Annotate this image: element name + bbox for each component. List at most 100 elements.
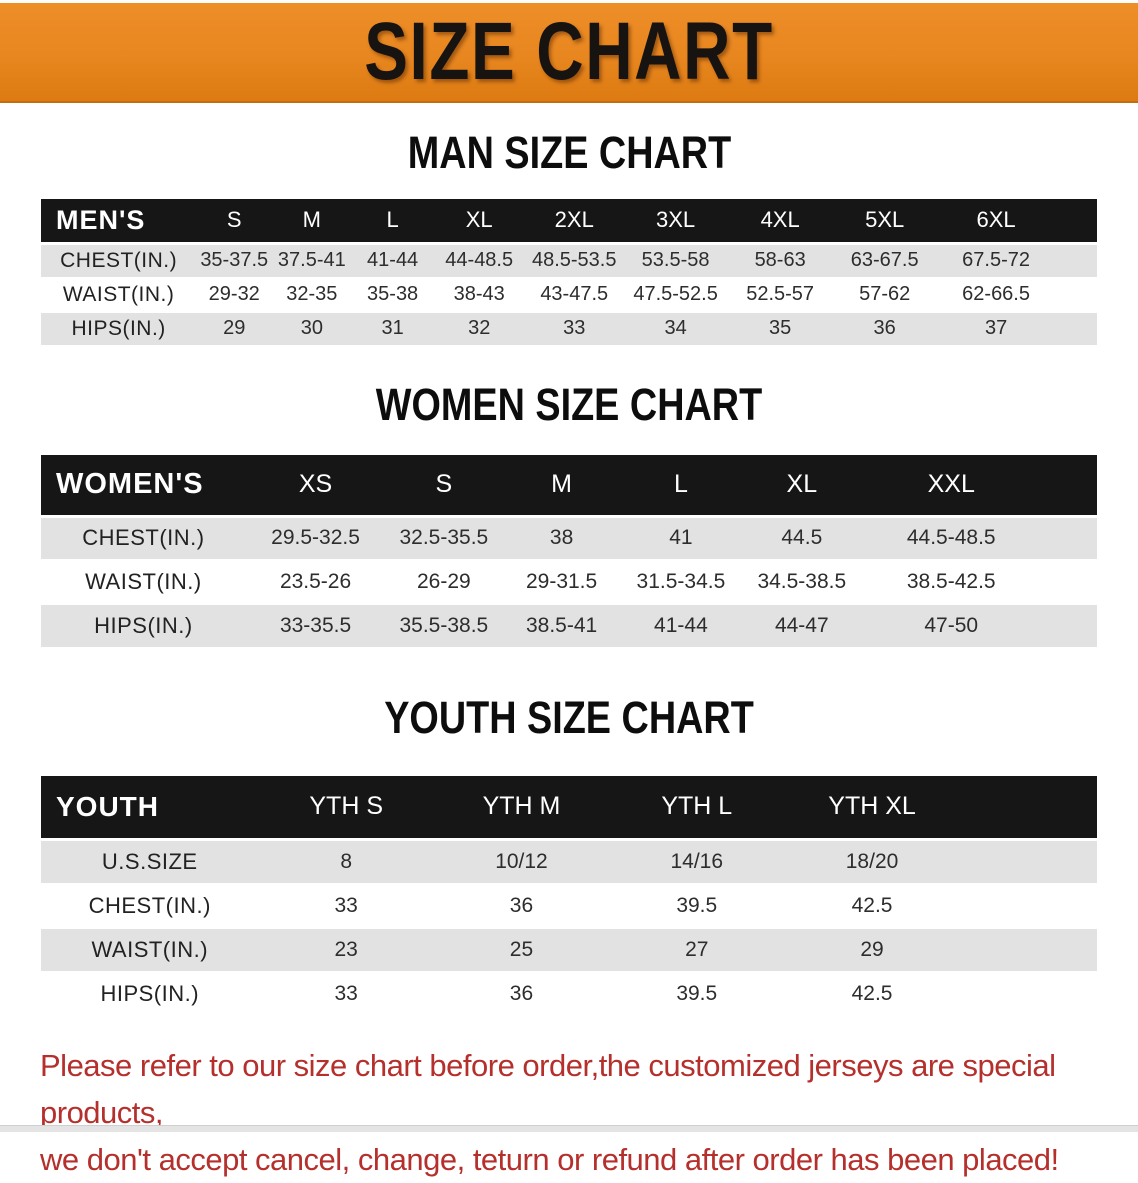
measurement-cell: 35	[727, 311, 833, 347]
measurement-cell: 37	[936, 311, 1056, 347]
measurement-cell: 44.5	[741, 516, 863, 561]
size-column-header: XXL	[862, 455, 1040, 518]
measurement-row: CHEST(IN.) 35-37.5 37.5-41 41-44 44-48.5 48.5…	[41, 243, 1097, 279]
measurement-cell: 27	[609, 927, 785, 973]
banner-title: SIZE CHART	[364, 6, 774, 97]
measurement-row: CHEST(IN.) 33 36 39.5 42.5	[41, 883, 1097, 929]
size-header-row: MEN'S S M L XL 2XL 3XL 4XL 5XL 6XL	[41, 198, 1097, 245]
measurement-cell: 29.5-32.5	[245, 516, 386, 561]
measurement-cell: 10/12	[433, 839, 610, 885]
filler-cell	[959, 971, 1097, 1017]
measurement-cell: 30	[272, 311, 352, 347]
section-men: MAN SIZE CHART MEN'S S M L XL 2XL 3XL 4XL 5XL 6XL…	[0, 128, 1138, 347]
measurement-cell: 32-35	[272, 277, 352, 313]
disclaimer-note: Please refer to our size chart before or…	[40, 1042, 1102, 1183]
size-column-header: XS	[245, 455, 386, 518]
table-corner-label: WOMEN'S	[41, 455, 246, 518]
filler-cell	[959, 927, 1097, 973]
filler-cell	[1039, 516, 1097, 561]
measurement-cell: 34.5-38.5	[741, 560, 863, 605]
filler-cell	[1055, 311, 1097, 347]
row-label: CHEST(IN.)	[41, 883, 259, 929]
size-column-header: S	[385, 455, 503, 518]
size-column-header: 4XL	[727, 198, 833, 245]
measurement-cell: 29-32	[196, 277, 273, 313]
measurement-cell: 38-43	[433, 277, 525, 313]
size-column-header: 5XL	[832, 198, 937, 245]
measurement-cell: 39.5	[609, 971, 785, 1017]
measurement-cell: 32.5-35.5	[385, 516, 503, 561]
measurement-cell: 23	[258, 927, 434, 973]
measurement-cell: 8	[258, 839, 434, 885]
filler-cell	[1039, 560, 1097, 605]
measurement-cell: 42.5	[784, 971, 960, 1017]
measurement-cell: 43-47.5	[524, 277, 624, 313]
size-header-row: YOUTH YTH S YTH M YTH L YTH XL	[41, 775, 1097, 841]
size-column-header: M	[272, 198, 352, 245]
filler-cell	[959, 839, 1097, 885]
size-column-header: XL	[741, 455, 863, 518]
measurement-row: HIPS(IN.) 33-35.5 35.5-38.5 38.5-41 41-44 44-…	[41, 604, 1097, 649]
measurement-cell: 36	[832, 311, 937, 347]
measurement-cell: 31.5-34.5	[620, 560, 742, 605]
measurement-cell: 33	[258, 971, 434, 1017]
measurement-cell: 52.5-57	[727, 277, 833, 313]
filler-cell	[1039, 455, 1097, 518]
disclaimer-line-1: Please refer to our size chart before or…	[40, 1047, 1056, 1130]
row-label: CHEST(IN.)	[41, 516, 246, 561]
size-column-header: L	[351, 198, 434, 245]
measurement-cell: 48.5-53.5	[524, 243, 624, 279]
size-column-header: YTH M	[433, 775, 610, 841]
measurement-cell: 34	[623, 311, 728, 347]
measurement-cell: 31	[351, 311, 434, 347]
row-label: CHEST(IN.)	[41, 243, 197, 279]
row-label: WAIST(IN.)	[41, 277, 197, 313]
section-women: WOMEN SIZE CHART WOMEN'S XS S M L XL XXL CHEST(…	[0, 379, 1138, 649]
measurement-cell: 41	[620, 516, 742, 561]
size-chart-banner: SIZE CHART	[0, 0, 1138, 103]
measurement-cell: 33-35.5	[245, 604, 386, 649]
measurement-cell: 42.5	[784, 883, 960, 929]
youth-section-heading-text: YOUTH SIZE CHART	[384, 692, 754, 743]
measurement-cell: 47.5-52.5	[623, 277, 728, 313]
measurement-cell: 32	[433, 311, 525, 347]
filler-cell	[959, 775, 1097, 841]
measurement-cell: 35-37.5	[196, 243, 273, 279]
filler-cell	[1055, 277, 1097, 313]
measurement-cell: 57-62	[832, 277, 937, 313]
size-column-header: YTH XL	[784, 775, 960, 841]
men-size-table: MEN'S S M L XL 2XL 3XL 4XL 5XL 6XL CHEST(IN.) 35-37…	[41, 198, 1097, 347]
row-label: HIPS(IN.)	[41, 604, 246, 649]
youth-section-heading: YOUTH SIZE CHART	[0, 693, 1138, 743]
measurement-cell: 41-44	[351, 243, 434, 279]
measurement-cell: 38	[502, 516, 621, 561]
measurement-cell: 26-29	[385, 560, 503, 605]
section-youth: YOUTH SIZE CHART YOUTH YTH S YTH M YTH L YTH…	[0, 693, 1138, 1017]
youth-size-table: YOUTH YTH S YTH M YTH L YTH XL U.S.SIZE 8 10/12…	[41, 775, 1097, 1017]
bottom-edge-strip	[0, 1125, 1138, 1132]
measurement-cell: 38.5-41	[502, 604, 621, 649]
women-size-table: WOMEN'S XS S M L XL XXL CHEST(IN.) 29.5-32.5 32.5…	[41, 455, 1097, 649]
measurement-cell: 29	[784, 927, 960, 973]
measurement-row: WAIST(IN.) 23.5-26 26-29 29-31.5 31.5-34.5 34…	[41, 560, 1097, 605]
filler-cell	[1055, 198, 1097, 245]
measurement-cell: 53.5-58	[623, 243, 728, 279]
size-column-header: XL	[433, 198, 525, 245]
measurement-cell: 35.5-38.5	[385, 604, 503, 649]
size-column-header: YTH S	[258, 775, 434, 841]
table-corner-label: MEN'S	[41, 198, 197, 245]
measurement-cell: 14/16	[609, 839, 785, 885]
size-column-header: M	[502, 455, 621, 518]
measurement-cell: 37.5-41	[272, 243, 352, 279]
measurement-row: WAIST(IN.) 29-32 32-35 35-38 38-43 43-47.5 47.…	[41, 277, 1097, 313]
measurement-cell: 47-50	[862, 604, 1040, 649]
size-column-header: 2XL	[524, 198, 624, 245]
measurement-cell: 44-48.5	[433, 243, 525, 279]
row-label: U.S.SIZE	[41, 839, 259, 885]
row-label: HIPS(IN.)	[41, 971, 259, 1017]
measurement-row: WAIST(IN.) 23 25 27 29	[41, 927, 1097, 973]
row-label: WAIST(IN.)	[41, 927, 259, 973]
measurement-cell: 62-66.5	[936, 277, 1056, 313]
row-label: HIPS(IN.)	[41, 311, 197, 347]
filler-cell	[1039, 604, 1097, 649]
